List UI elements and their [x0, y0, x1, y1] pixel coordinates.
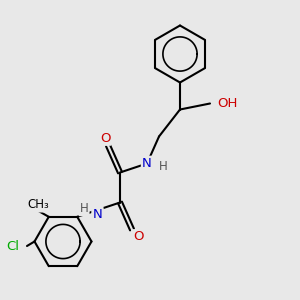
- Text: Cl: Cl: [7, 239, 20, 253]
- Text: CH₃: CH₃: [27, 198, 49, 211]
- Text: H: H: [80, 202, 88, 215]
- Text: N: N: [93, 208, 102, 221]
- Text: N: N: [142, 157, 152, 170]
- Text: O: O: [100, 131, 110, 145]
- Text: O: O: [133, 230, 143, 244]
- Text: H: H: [159, 160, 168, 173]
- Text: OH: OH: [218, 97, 238, 110]
